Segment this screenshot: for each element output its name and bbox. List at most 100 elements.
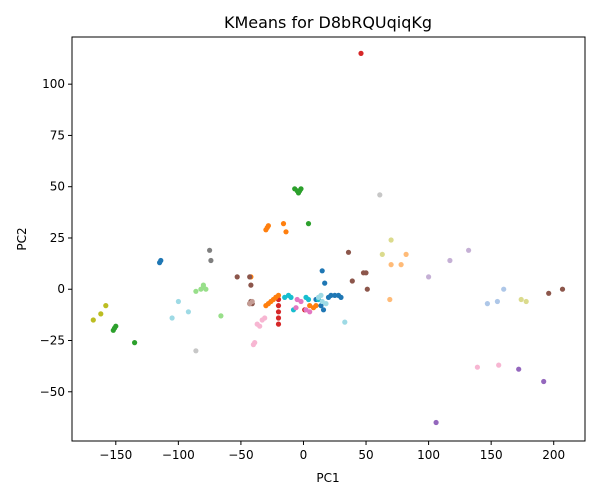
data-point-cluster-13-3 [307, 309, 313, 315]
scatter-points [90, 50, 566, 426]
data-point-cluster-2-3 [280, 221, 287, 227]
data-point-cluster-16-0 [426, 274, 432, 280]
data-point-cluster-8-0 [193, 288, 199, 294]
data-point-cluster-5-0 [175, 298, 181, 305]
data-point-cluster-5-6 [323, 301, 329, 307]
data-point-cluster-5-5 [319, 298, 325, 305]
data-point-cluster-10-5 [248, 282, 254, 288]
y-tick-label: 75 [50, 128, 65, 142]
data-point-cluster-0-2 [275, 303, 282, 309]
data-point-cluster-5-1 [185, 309, 191, 315]
x-axis-label: PC1 [316, 471, 339, 485]
data-point-cluster-17-0 [484, 301, 490, 307]
data-point-cluster-12-1 [252, 340, 258, 346]
data-point-cluster-17-1 [494, 298, 500, 305]
y-tick-label: 100 [42, 77, 65, 91]
data-point-cluster-15-2 [398, 262, 404, 268]
data-point-cluster-12-6 [474, 364, 480, 370]
data-point-cluster-17-2 [501, 286, 507, 292]
data-point-cluster-10-11 [546, 290, 552, 296]
data-point-cluster-18-2 [541, 378, 547, 385]
data-point-cluster-10-9 [363, 270, 369, 276]
data-point-cluster-2-14 [313, 303, 319, 309]
data-point-cluster-16-1 [447, 257, 453, 264]
data-point-cluster-12-5 [262, 315, 268, 321]
data-point-cluster-6-0 [207, 247, 213, 253]
data-point-cluster-3-1 [158, 257, 164, 264]
y-tick-label: 25 [50, 231, 65, 245]
data-point-cluster-4-2 [288, 294, 294, 300]
data-point-cluster-12-7 [496, 362, 502, 368]
data-point-cluster-8-3 [203, 286, 209, 292]
data-point-cluster-15-3 [403, 251, 409, 257]
data-point-cluster-12-3 [257, 323, 263, 329]
data-point-cluster-18-0 [433, 419, 439, 426]
data-point-cluster-9-0 [90, 317, 96, 323]
plot-area-frame [71, 36, 586, 442]
x-tick-label: 200 [542, 448, 565, 462]
data-point-cluster-11-1 [249, 298, 255, 305]
data-point-cluster-1-9 [132, 340, 138, 346]
x-axis-ticks: −150 −100 −50 0 50 100 150 200 [99, 441, 565, 462]
data-point-cluster-1-4 [298, 186, 304, 192]
data-point-cluster-0-0 [358, 50, 364, 57]
data-point-cluster-10-4 [247, 274, 253, 280]
data-point-cluster-5-7 [315, 294, 322, 300]
data-point-cluster-10-7 [349, 278, 355, 284]
data-point-cluster-7-0 [193, 348, 199, 354]
data-point-cluster-8-4 [200, 282, 206, 288]
y-tick-label: −25 [40, 334, 65, 348]
y-axis-ticks: −50 −25 0 25 50 75 100 [40, 77, 72, 399]
x-tick-label: 0 [300, 448, 308, 462]
data-point-cluster-0-3 [275, 309, 282, 315]
data-point-cluster-10-3 [234, 274, 240, 280]
data-point-cluster-8-5 [218, 313, 224, 319]
data-point-cluster-2-2 [265, 223, 271, 229]
data-point-cluster-0-5 [275, 321, 282, 327]
x-tick-label: 50 [358, 448, 373, 462]
x-tick-label: 100 [417, 448, 440, 462]
data-point-cluster-9-2 [103, 303, 109, 309]
data-point-cluster-4-5 [305, 296, 312, 303]
data-point-cluster-13-1 [298, 298, 304, 305]
data-point-cluster-3-6 [332, 292, 338, 298]
data-point-cluster-13-4 [293, 305, 299, 311]
data-point-cluster-0-4 [275, 315, 282, 321]
data-point-cluster-2-11 [275, 292, 282, 298]
data-point-cluster-9-1 [98, 311, 104, 317]
data-point-cluster-2-12 [307, 303, 313, 309]
data-point-cluster-18-1 [516, 366, 522, 372]
data-point-cluster-3-5 [328, 292, 334, 298]
data-point-cluster-16-2 [466, 247, 472, 253]
data-point-cluster-5-3 [342, 319, 348, 325]
y-tick-label: 0 [57, 282, 65, 296]
data-point-cluster-3-11 [320, 307, 327, 313]
data-point-cluster-10-12 [559, 286, 566, 292]
data-point-cluster-15-0 [387, 296, 393, 303]
data-point-cluster-2-4 [283, 229, 289, 235]
data-point-cluster-10-10 [364, 286, 370, 292]
data-point-cluster-14-2 [518, 296, 524, 303]
x-tick-label: 150 [480, 448, 503, 462]
chart-title: KMeans for D8bRQUqiqKg [224, 13, 432, 32]
y-tick-label: −50 [40, 385, 65, 399]
data-point-cluster-1-5 [305, 221, 312, 227]
y-axis-label: PC2 [15, 227, 29, 250]
data-point-cluster-1-8 [110, 327, 116, 333]
data-point-cluster-5-2 [169, 315, 175, 321]
data-point-cluster-6-1 [208, 257, 214, 264]
x-tick-label: −100 [162, 448, 195, 462]
x-tick-label: −150 [99, 448, 132, 462]
data-point-cluster-10-6 [345, 249, 352, 255]
data-point-cluster-7-1 [377, 192, 383, 198]
data-point-cluster-14-0 [379, 251, 385, 257]
data-point-cluster-14-3 [523, 298, 529, 305]
data-point-cluster-3-10 [318, 303, 324, 309]
data-point-cluster-3-2 [319, 268, 325, 274]
data-point-cluster-3-8 [338, 294, 344, 300]
data-point-cluster-14-1 [388, 237, 394, 243]
data-point-cluster-3-3 [322, 280, 328, 286]
y-tick-label: 50 [50, 180, 65, 194]
x-tick-label: −50 [228, 448, 253, 462]
